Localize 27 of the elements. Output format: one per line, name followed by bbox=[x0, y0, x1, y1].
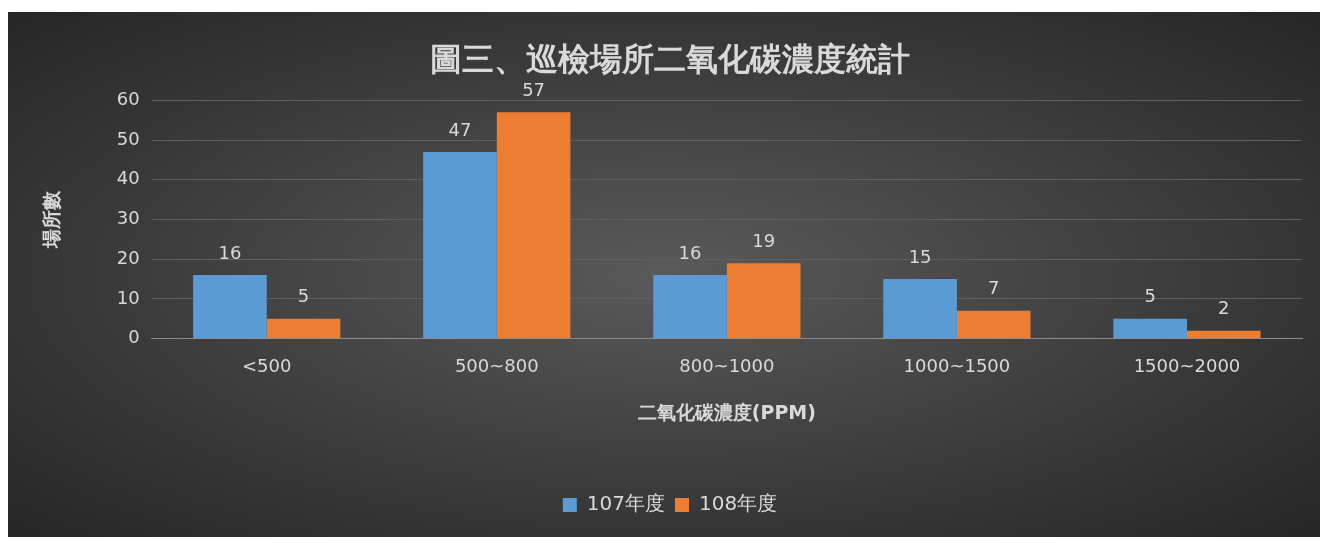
data-label: 19 bbox=[752, 229, 776, 251]
data-label: 15 bbox=[908, 245, 932, 267]
x-tick-label: 800~1000 bbox=[679, 355, 775, 377]
data-label: 47 bbox=[448, 118, 472, 140]
x-tick-label: <500 bbox=[242, 355, 292, 377]
y-tick-label: 40 bbox=[116, 167, 140, 189]
x-axis-title: 二氧化碳濃度(PPM) bbox=[637, 400, 816, 423]
y-axis-title: 場所數 bbox=[40, 190, 63, 249]
x-tick-label: 1000~1500 bbox=[903, 355, 1011, 377]
data-label: 16 bbox=[678, 241, 702, 263]
y-tick-label: 50 bbox=[116, 127, 140, 149]
data-label: 16 bbox=[218, 241, 242, 263]
legend-label: 107年度 bbox=[586, 491, 666, 516]
data-label: 57 bbox=[522, 78, 546, 100]
x-tick-label: 1500~2000 bbox=[1133, 355, 1241, 377]
data-label: 5 bbox=[1144, 285, 1156, 307]
data-label: 7 bbox=[987, 277, 1000, 299]
y-tick-label: 10 bbox=[116, 286, 140, 308]
y-tick-label: 20 bbox=[116, 246, 140, 268]
y-tick-label: 60 bbox=[116, 88, 140, 110]
y-tick-label: 0 bbox=[128, 326, 140, 348]
x-tick-label: 500~800 bbox=[454, 355, 539, 377]
legend-label: 108年度 bbox=[699, 491, 778, 516]
data-label: 5 bbox=[297, 285, 310, 307]
y-tick-label: 30 bbox=[116, 207, 140, 229]
data-label: 2 bbox=[1218, 297, 1230, 319]
chart-title: 圖三、巡檢場所二氧化碳濃度統計 bbox=[430, 39, 910, 78]
